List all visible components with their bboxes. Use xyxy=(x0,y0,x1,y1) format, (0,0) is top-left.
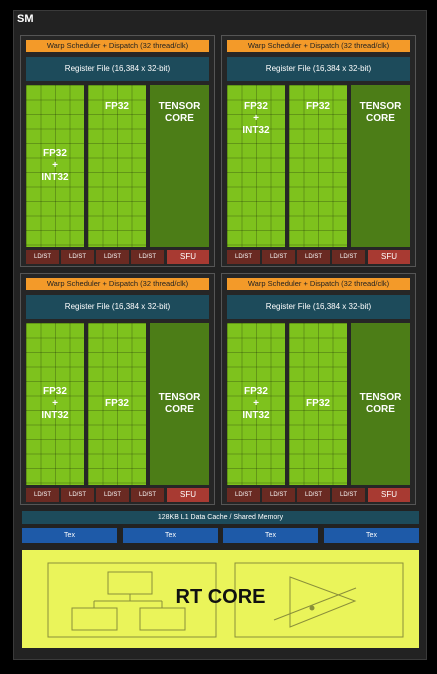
fp32-int32-label-line1: FP32 xyxy=(244,386,268,397)
tensor-label-line1: TENSOR xyxy=(158,101,201,112)
fp32-int32-label-line2: + xyxy=(253,113,259,124)
warp-scheduler: Warp Scheduler + Dispatch (32 thread/clk… xyxy=(227,278,410,290)
fp32-unit: FP32 xyxy=(88,323,146,485)
sfu-unit: SFU xyxy=(368,250,410,264)
processing-block-1: Warp Scheduler + Dispatch (32 thread/clk… xyxy=(20,35,215,267)
tensor-label-line1: TENSOR xyxy=(359,101,402,112)
fp32-label: FP32 xyxy=(105,101,129,112)
processing-block-3: Warp Scheduler + Dispatch (32 thread/clk… xyxy=(20,273,215,505)
warp-scheduler: Warp Scheduler + Dispatch (32 thread/clk… xyxy=(26,278,209,290)
ldst-unit: LD/ST xyxy=(227,488,260,502)
tex-unit: Tex xyxy=(123,528,218,543)
warp-scheduler: Warp Scheduler + Dispatch (32 thread/clk… xyxy=(227,40,410,52)
ldst-unit: LD/ST xyxy=(262,250,295,264)
tensor-label-line1: TENSOR xyxy=(359,392,402,403)
fp32-int32-label-line1: FP32 xyxy=(43,386,67,397)
sfu-unit: SFU xyxy=(167,250,209,264)
sm-label: SM xyxy=(17,13,34,25)
ldst-unit: LD/ST xyxy=(297,250,330,264)
fp32-int32-label-line1: FP32 xyxy=(244,101,268,112)
fp32-int32-unit: FP32 + INT32 xyxy=(26,323,84,485)
register-file: Register File (16,384 x 32-bit) xyxy=(26,295,209,319)
ldst-unit: LD/ST xyxy=(332,488,365,502)
tex-unit: Tex xyxy=(223,528,318,543)
fp32-int32-label-line3: INT32 xyxy=(242,410,270,421)
tensor-label-line1: TENSOR xyxy=(158,392,201,403)
bvh-tree-icon xyxy=(47,562,217,638)
fp32-int32-unit: FP32 + INT32 xyxy=(227,85,285,247)
fp32-int32-label-line2: + xyxy=(253,398,259,409)
rt-core-diagram xyxy=(47,562,404,638)
ldst-unit: LD/ST xyxy=(131,488,164,502)
tex-unit: Tex xyxy=(324,528,419,543)
tensor-core: TENSOR CORE xyxy=(150,85,209,247)
ray-triangle-icon xyxy=(234,562,404,638)
fp32-label: FP32 xyxy=(306,398,330,409)
fp32-int32-unit: FP32 + INT32 xyxy=(26,85,84,247)
tensor-core: TENSOR CORE xyxy=(150,323,209,485)
l1-cache-shared-memory: 128KB L1 Data Cache / Shared Memory xyxy=(22,511,419,524)
fp32-unit: FP32 xyxy=(289,85,347,247)
tensor-core: TENSOR CORE xyxy=(351,85,410,247)
fp32-unit: FP32 xyxy=(88,85,146,247)
fp32-label: FP32 xyxy=(105,398,129,409)
ldst-unit: LD/ST xyxy=(131,250,164,264)
ldst-unit: LD/ST xyxy=(297,488,330,502)
ldst-unit: LD/ST xyxy=(61,250,94,264)
ldst-unit: LD/ST xyxy=(26,488,59,502)
rt-core: RT CORE xyxy=(22,550,419,648)
register-file: Register File (16,384 x 32-bit) xyxy=(227,57,410,81)
fp32-int32-label-line3: INT32 xyxy=(41,410,69,421)
fp32-int32-label-line1: FP32 xyxy=(43,148,67,159)
tensor-core: TENSOR CORE xyxy=(351,323,410,485)
fp32-int32-label-line2: + xyxy=(52,398,58,409)
rt-core-label: RT CORE xyxy=(175,586,266,608)
ldst-unit: LD/ST xyxy=(262,488,295,502)
sfu-unit: SFU xyxy=(368,488,410,502)
tensor-label-line2: CORE xyxy=(165,113,194,124)
sfu-unit: SFU xyxy=(167,488,209,502)
ldst-unit: LD/ST xyxy=(227,250,260,264)
register-file: Register File (16,384 x 32-bit) xyxy=(26,57,209,81)
processing-block-4: Warp Scheduler + Dispatch (32 thread/clk… xyxy=(221,273,416,505)
tensor-label-line2: CORE xyxy=(165,404,194,415)
fp32-int32-label-line2: + xyxy=(52,160,58,171)
ldst-unit: LD/ST xyxy=(26,250,59,264)
tensor-label-line2: CORE xyxy=(366,404,395,415)
sm-block: SM Warp Scheduler + Dispatch (32 thread/… xyxy=(13,10,427,660)
tex-unit: Tex xyxy=(22,528,117,543)
register-file: Register File (16,384 x 32-bit) xyxy=(227,295,410,319)
processing-block-2: Warp Scheduler + Dispatch (32 thread/clk… xyxy=(221,35,416,267)
fp32-int32-label-line3: INT32 xyxy=(41,172,69,183)
fp32-label: FP32 xyxy=(306,101,330,112)
ldst-unit: LD/ST xyxy=(332,250,365,264)
fp32-int32-label-line3: INT32 xyxy=(242,125,270,136)
fp32-unit: FP32 xyxy=(289,323,347,485)
ldst-unit: LD/ST xyxy=(96,488,129,502)
tensor-label-line2: CORE xyxy=(366,113,395,124)
fp32-int32-unit: FP32 + INT32 xyxy=(227,323,285,485)
warp-scheduler: Warp Scheduler + Dispatch (32 thread/clk… xyxy=(26,40,209,52)
ldst-unit: LD/ST xyxy=(96,250,129,264)
ldst-unit: LD/ST xyxy=(61,488,94,502)
